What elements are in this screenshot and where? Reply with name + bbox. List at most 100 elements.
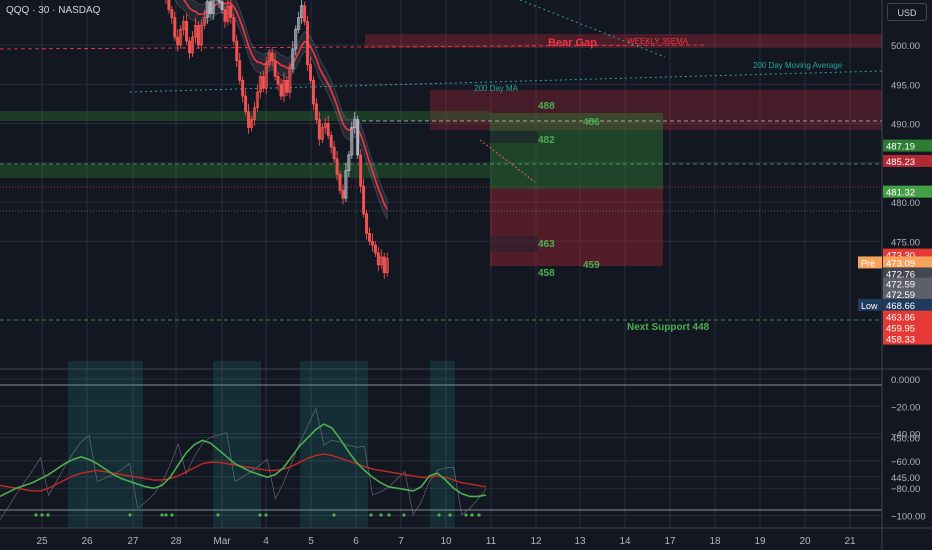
candle-body [362, 185, 366, 215]
price-tag: 472.59 [883, 277, 932, 291]
candle-body [297, 17, 301, 30]
x-tick-label: 12 [530, 536, 542, 547]
annotation-label: 463 [538, 239, 555, 250]
signal-dot [34, 513, 38, 517]
price-tag: 481.32 [883, 185, 932, 199]
x-tick-label: 27 [127, 536, 139, 547]
candle-body [170, 9, 174, 18]
signal-dot [46, 513, 50, 517]
candle-body [182, 21, 186, 30]
price-tag: 473.09 Pre [858, 256, 932, 269]
signal-dot [402, 513, 406, 517]
x-tick-label: Mar [213, 536, 231, 547]
x-tick-label: 17 [664, 536, 676, 547]
candle-body [270, 52, 274, 62]
price-tag-label: 473.09 [886, 258, 915, 269]
candle-body [173, 17, 177, 38]
candle-body [244, 95, 248, 113]
candle-body [370, 240, 374, 246]
signal-zone [300, 361, 368, 528]
candle-body [235, 40, 239, 62]
annotation-label: Bear Gap [548, 37, 597, 49]
price-tick-label: 450.00 [891, 434, 920, 445]
annotation-label: WEEKLY 35EMA [627, 37, 689, 46]
chart-drawings [0, 0, 883, 321]
candle-body [303, 5, 307, 22]
candle-body [232, 17, 236, 42]
indicator-tick-label: −80.00 [891, 484, 920, 495]
signal-dot [160, 513, 164, 517]
price-tag-prefix-bg [858, 256, 882, 269]
annotation-label: 200 Day MA [474, 84, 519, 93]
candle-body [252, 107, 256, 120]
candle-body [350, 127, 354, 156]
price-tag: 459.95 [883, 321, 932, 335]
x-tick-label: 25 [36, 536, 48, 547]
price-tag: 468.66 Low [858, 298, 932, 312]
signal-dot [170, 513, 174, 517]
candle-body [300, 5, 304, 18]
stop-loss-box [490, 189, 663, 266]
x-tick-label: 20 [799, 536, 811, 547]
oscillator-panel [0, 361, 487, 528]
symbol-title[interactable]: QQQ · 30 · NASDAQ [6, 5, 101, 16]
signal-zone [68, 361, 143, 528]
candle-body [247, 111, 251, 128]
candle-body [276, 76, 280, 85]
candle-body [199, 24, 203, 46]
dark-level-482 [490, 131, 538, 143]
projection-line [479, 139, 536, 183]
currency-button[interactable]: USD [887, 3, 927, 21]
signal-dot [387, 513, 391, 517]
indicator-tick-label: −100.00 [891, 512, 926, 523]
candle-body [261, 76, 265, 89]
price-tag-bg [883, 310, 932, 323]
price-tag: 472.59 [883, 287, 932, 301]
candle-body [229, 5, 233, 18]
price-tag-label: 472.76 [886, 269, 915, 280]
candle-body [323, 123, 327, 128]
x-tick-label: 7 [398, 536, 404, 547]
candle-body [338, 174, 342, 191]
candle-body [249, 119, 253, 128]
candle-body [376, 252, 380, 266]
candle-body [226, 5, 230, 22]
price-tag-label: 485.23 [886, 157, 915, 168]
candle-body [258, 76, 262, 93]
price-tag: 487.19 [883, 139, 932, 153]
annotation-labels: Bear Gap WEEKLY 35EMA 200 Day Moving Avera… [474, 37, 843, 333]
price-tag-bg [883, 139, 932, 152]
signal-dot [332, 513, 336, 517]
price-tick-label: 475.00 [891, 237, 920, 248]
signal-dot [164, 513, 168, 517]
x-tick-label: 21 [844, 536, 856, 547]
candle-body [329, 134, 333, 148]
x-tick-label: 13 [574, 536, 586, 547]
candle-body [288, 68, 292, 93]
candle-body [385, 258, 389, 274]
price-tag-bg [883, 321, 932, 334]
candle-body [264, 64, 268, 89]
candle-body [353, 119, 357, 128]
candle-body [285, 79, 289, 93]
indicator-tick-label: −20.00 [891, 402, 920, 413]
annotation-label: 200 Day Moving Average [753, 61, 843, 70]
candle-body [241, 79, 245, 97]
candle-body [217, 0, 221, 3]
price-tag-label: 472.59 [886, 280, 915, 291]
signal-dot [264, 513, 268, 517]
candle-body [202, 17, 206, 26]
x-tick-label: 5 [308, 536, 314, 547]
price-tag-label: 459.95 [886, 324, 915, 335]
ema-band [174, 0, 388, 220]
candle-body [267, 52, 271, 66]
price-tick-label: 495.00 [891, 80, 920, 91]
signal-dot [448, 513, 452, 517]
candle-body [382, 256, 386, 274]
price-tag-bg [883, 332, 932, 345]
annotation-label: 488 [538, 101, 555, 112]
candle-body [291, 48, 295, 69]
support-band-lower [0, 164, 490, 178]
